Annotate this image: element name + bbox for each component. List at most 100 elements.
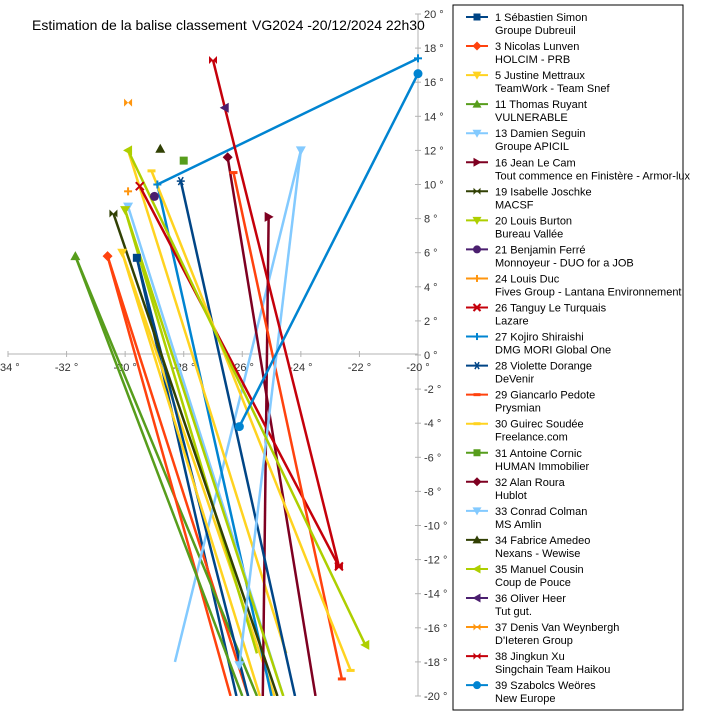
legend-entry-team: Tout commence en Finistère - Armor-lux [495, 170, 691, 182]
data-point [222, 152, 233, 163]
data-point [413, 69, 423, 79]
data-point [117, 248, 128, 258]
data-point [334, 562, 343, 571]
legend-entry-name: 26 Tanguy Le Turquais [495, 303, 607, 315]
legend-entry-team: New Europe [495, 693, 556, 705]
legend-swatch-marker [473, 623, 481, 631]
legend-entry-name: 39 Szabolcs Weöres [495, 680, 596, 692]
data-point [153, 180, 162, 189]
legend-swatch-marker [473, 333, 481, 341]
data-point [229, 171, 238, 175]
data-point [346, 668, 355, 672]
data-point [155, 143, 166, 153]
data-point [124, 98, 133, 107]
data-point [135, 181, 145, 191]
legend-entry-name: 33 Conrad Colman [495, 506, 587, 518]
legend-swatch-marker [473, 13, 481, 21]
series-line [232, 172, 344, 680]
series-lines [74, 57, 418, 696]
data-point [414, 54, 422, 63]
series-line [211, 59, 341, 567]
legend-swatch-marker [473, 187, 481, 195]
projection-line [126, 150, 288, 654]
legend-entry-team: Singchain Team Haikou [495, 664, 610, 676]
series-line [179, 180, 297, 696]
data-point [209, 56, 217, 65]
legend-entry-name: 1 Sébastien Simon [495, 12, 587, 24]
y-tick-label: 4 ° [424, 282, 438, 294]
legend-swatch-marker [472, 535, 482, 544]
legend-swatch-marker [473, 245, 481, 254]
y-tick-label: 6 ° [424, 248, 438, 260]
legend-swatch-marker [473, 681, 481, 690]
series-line [74, 255, 244, 696]
data-point [219, 102, 229, 113]
legend-entry-team: Groupe Dubreuil [495, 25, 576, 37]
legend-entry-team: DeVenir [495, 374, 534, 386]
y-tick-label: 10 ° [424, 180, 444, 192]
series-line [126, 149, 367, 646]
y-tick-label: -20 ° [424, 691, 447, 703]
legend-entry-team: MACSF [495, 199, 534, 211]
legend-entry-team: Lazare [495, 316, 529, 328]
data-point [264, 211, 274, 222]
projection-line [121, 252, 276, 696]
legend-entry-team: DMG MORI Global One [495, 345, 611, 357]
legend-entry-name: 3 Nicolas Lunven [495, 41, 579, 53]
series-line [156, 57, 418, 186]
legend-entry-name: 21 Benjamin Ferré [495, 244, 586, 256]
data-point [102, 251, 113, 262]
projection-line [123, 209, 259, 654]
legend-entry-team: Tut gut. [495, 606, 532, 618]
legend-entry-name: 30 Guirec Soudée [495, 419, 584, 431]
legend-entry-team: Fives Group - Lantana Environnement [495, 286, 682, 298]
legend-entry-name: 32 Alan Roura [495, 477, 566, 489]
legend-entry-name: 24 Louis Duc [495, 273, 560, 285]
x-tick-label: -34 ° [0, 362, 20, 374]
legend-entry-name: 31 Antoine Cornic [495, 448, 582, 460]
y-tick-label: 20 ° [424, 9, 444, 21]
legend-entry-name: 38 Jingkun Xu [495, 651, 565, 663]
data-point [234, 422, 244, 432]
data-point [179, 156, 188, 165]
legend-swatch-marker [472, 593, 481, 603]
legend-entry-name: 27 Kojiro Shiraishi [495, 332, 584, 344]
legend-entry-team: Groupe APICIL [495, 141, 569, 153]
legend-entry-name: 37 Denis Van Weynbergh [495, 622, 619, 634]
y-tick-label: -8 ° [424, 486, 441, 498]
series-line [150, 170, 352, 671]
y-tick-label: -12 ° [424, 555, 447, 567]
legend-entry-team: HUMAN Immobilier [495, 461, 589, 473]
legend-swatch-marker [472, 41, 482, 51]
series-line [238, 73, 418, 428]
legend-entry-team: Freelance.com [495, 432, 568, 444]
legend-entry-name: 28 Violette Dorange [495, 361, 592, 373]
legend-entry-name: 19 Isabelle Joschke [495, 186, 592, 198]
y-tick-label: -2 ° [424, 384, 441, 396]
y-tick-label: 2 ° [424, 316, 438, 328]
legend-entry-name: 11 Thomas Ruyant [495, 99, 587, 111]
series-line [238, 150, 303, 666]
data-point [123, 145, 133, 156]
projection-line [156, 184, 273, 696]
legend-entry-name: 20 Louis Burton [495, 215, 572, 227]
legend-box [452, 4, 684, 711]
legend-entry-team: D'Ieteren Group [495, 635, 573, 647]
legend-entry-team: TeamWork - Team Snef [495, 83, 610, 95]
legend-swatch-marker [473, 422, 481, 426]
series-line [123, 209, 285, 696]
y-tick-label: 18 ° [424, 43, 444, 55]
data-point [176, 176, 185, 186]
series-line [106, 255, 232, 696]
legend-entry-name: 29 Giancarlo Pedote [495, 390, 595, 402]
y-tick-label: -18 ° [424, 657, 447, 669]
legend-swatch-marker [473, 361, 481, 370]
legend-entry-team: Prysmian [495, 403, 541, 415]
legend-entry-name: 35 Manuel Cousin [495, 564, 584, 576]
data-point [234, 661, 245, 671]
legend-swatch-marker [472, 71, 482, 80]
legend-swatch-marker [472, 216, 482, 225]
legend-swatch-marker [472, 477, 482, 487]
